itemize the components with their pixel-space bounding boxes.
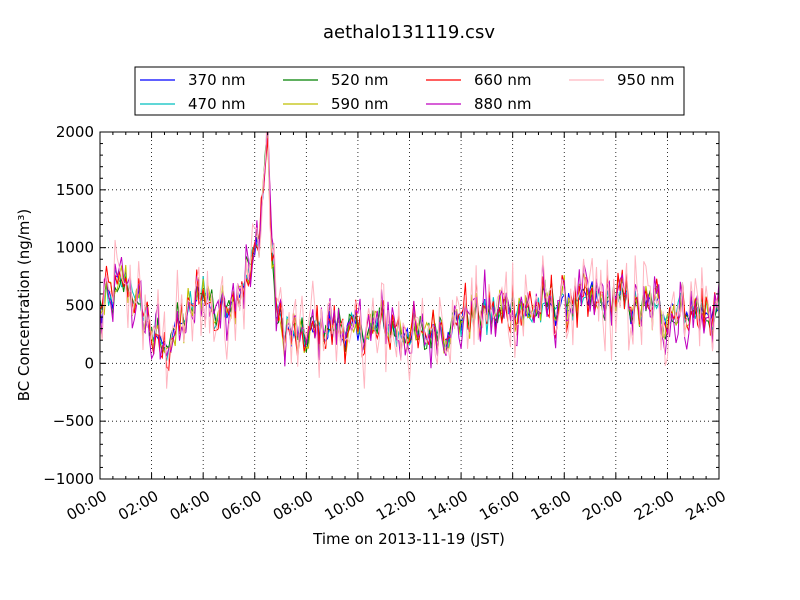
legend-entry: 370 nm	[140, 71, 246, 89]
series-lines	[100, 132, 719, 389]
y-tick-labels: −1000 −500 0 500 1000 1500 2000	[43, 123, 94, 488]
x-tick-label: 06:00	[218, 487, 264, 524]
x-tick-label: 22:00	[631, 487, 677, 524]
y-tick-label: 2000	[56, 123, 94, 141]
legend-entry: 660 nm	[426, 71, 532, 89]
legend-label: 520 nm	[331, 71, 389, 89]
x-tick-label: 12:00	[373, 487, 419, 524]
x-tick-label: 08:00	[270, 487, 316, 524]
legend-label: 880 nm	[474, 95, 532, 113]
x-tick-label: 00:00	[64, 487, 110, 524]
x-tick-label: 14:00	[425, 487, 471, 524]
y-tick-label: 500	[65, 297, 94, 315]
legend-label: 370 nm	[188, 71, 246, 89]
legend-label: 590 nm	[331, 95, 389, 113]
y-tick-label: 0	[84, 354, 94, 372]
legend-box	[134, 66, 685, 116]
axis-ticks	[99, 131, 720, 480]
legend-entry: 880 nm	[426, 95, 532, 113]
legend-entry: 590 nm	[283, 95, 389, 113]
x-tick-label: 24:00	[683, 487, 729, 524]
x-tick-label: 04:00	[167, 487, 213, 524]
x-tick-labels: 00:00 02:00 04:00 06:00 08:00 10:00 12:00 14:00…	[64, 487, 729, 524]
legend: 370 nm 470 nm 520 nm 590 nm 660 nm 880 nm 950 …	[134, 66, 685, 116]
legend-label: 660 nm	[474, 71, 532, 89]
series-line	[100, 132, 719, 369]
legend-entry: 470 nm	[140, 95, 246, 113]
legend-entry: 950 nm	[569, 71, 675, 89]
legend-entry: 520 nm	[283, 71, 389, 89]
y-axis-label-text: BC Concentration (ng/m³)	[15, 209, 33, 402]
series-line	[100, 135, 719, 361]
y-tick-label: −1000	[43, 470, 94, 488]
y-axis-label: BC Concentration (ng/m³)	[15, 209, 33, 402]
series-line	[100, 138, 719, 372]
x-tick-label: 20:00	[579, 487, 625, 524]
x-axis-label: Time on 2013-11-19 (JST)	[312, 530, 505, 548]
x-tick-label: 16:00	[476, 487, 522, 524]
y-tick-label: 1000	[56, 239, 94, 257]
legend-label: 470 nm	[188, 95, 246, 113]
chart-title: aethalo131119.csv	[323, 22, 495, 43]
x-tick-label: 10:00	[321, 487, 367, 524]
x-tick-label: 02:00	[115, 487, 161, 524]
x-tick-label: 18:00	[528, 487, 574, 524]
y-tick-label: 1500	[56, 181, 94, 199]
series-line	[100, 132, 719, 389]
y-tick-label: −500	[53, 412, 94, 430]
legend-label: 950 nm	[617, 71, 675, 89]
